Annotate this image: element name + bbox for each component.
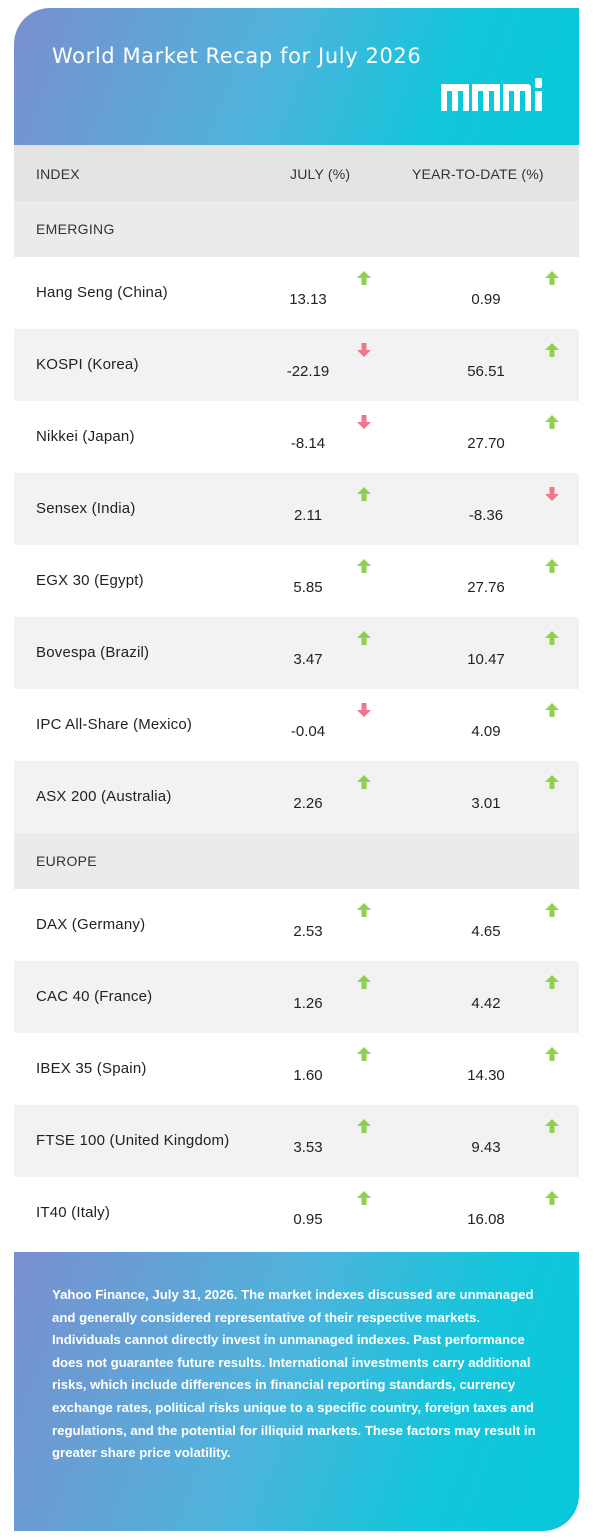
index-name: DAX (Germany)	[36, 916, 146, 933]
arrow-up-icon	[357, 559, 371, 578]
arrow-up-icon	[357, 631, 371, 650]
column-header-july: JULY (%)	[290, 166, 351, 182]
arrow-up-icon	[357, 903, 371, 922]
july-value: -0.04	[290, 723, 326, 740]
july-value: -22.19	[286, 363, 330, 380]
index-name: Nikkei (Japan)	[36, 428, 135, 445]
ytd-value: 9.43	[471, 1139, 501, 1156]
ytd-value: 3.01	[471, 795, 501, 812]
arrow-up-icon	[357, 1047, 371, 1066]
index-name: EGX 30 (Egypt)	[36, 572, 144, 589]
arrow-up-icon	[545, 1119, 559, 1138]
table-row: DAX (Germany) 2.53 4.65	[14, 889, 579, 961]
disclaimer-panel: Yahoo Finance, July 31, 2026. The market…	[14, 1252, 579, 1531]
index-name: ASX 200 (Australia)	[36, 788, 172, 805]
section-label: EMERGING	[36, 221, 115, 237]
arrow-up-icon	[357, 1191, 371, 1210]
column-header-index: INDEX	[36, 166, 80, 182]
arrow-down-icon	[357, 343, 371, 362]
arrow-down-icon	[545, 487, 559, 506]
arrow-up-icon	[357, 775, 371, 794]
index-name: IPC All-Share (Mexico)	[36, 716, 193, 733]
arrow-up-icon	[545, 1047, 559, 1066]
arrow-up-icon	[545, 703, 559, 722]
arrow-up-icon	[545, 343, 559, 362]
table-row: Nikkei (Japan) -8.14 27.70	[14, 401, 579, 473]
arrow-up-icon	[545, 415, 559, 434]
ytd-value: 27.70	[467, 435, 505, 452]
july-value: 0.95	[293, 1211, 323, 1228]
ytd-value: 4.65	[471, 923, 501, 940]
table-row: Sensex (India) 2.11 -8.36	[14, 473, 579, 545]
arrow-up-icon	[545, 271, 559, 290]
july-value: 5.85	[293, 579, 323, 596]
index-name: CAC 40 (France)	[36, 988, 153, 1005]
table-row: KOSPI (Korea) -22.19 56.51	[14, 329, 579, 401]
table-row: IBEX 35 (Spain) 1.60 14.30	[14, 1033, 579, 1105]
table-row: IPC All-Share (Mexico) -0.04 4.09	[14, 689, 579, 761]
header-banner: World Market Recap for July 2026	[14, 8, 579, 145]
ytd-value: -8.36	[468, 507, 504, 524]
table-row: IT40 (Italy) 0.95 16.08	[14, 1177, 579, 1249]
ytd-value: 16.08	[467, 1211, 505, 1228]
market-recap-card: World Market Recap for July 2026 INDEX	[14, 8, 579, 1531]
table-row: FTSE 100 (United Kingdom) 3.53 9.43	[14, 1105, 579, 1177]
index-name: FTSE 100 (United Kingdom)	[36, 1132, 230, 1149]
section-header: EMERGING	[14, 201, 579, 257]
july-value: 3.53	[293, 1139, 323, 1156]
index-name: IBEX 35 (Spain)	[36, 1060, 147, 1077]
arrow-up-icon	[357, 487, 371, 506]
arrow-up-icon	[545, 903, 559, 922]
section-header: EUROPE	[14, 833, 579, 889]
column-header-row: INDEX JULY (%) YEAR-TO-DATE (%)	[14, 145, 579, 201]
ytd-value: 4.42	[471, 995, 501, 1012]
arrow-up-icon	[357, 271, 371, 290]
disclaimer-text: Yahoo Finance, July 31, 2026. The market…	[52, 1287, 536, 1461]
arrow-up-icon	[545, 975, 559, 994]
arrow-up-icon	[357, 975, 371, 994]
ytd-value: 0.99	[471, 291, 501, 308]
ytd-value: 27.76	[467, 579, 505, 596]
table-row: EGX 30 (Egypt) 5.85 27.76	[14, 545, 579, 617]
ytd-value: 56.51	[467, 363, 505, 380]
ytd-value: 14.30	[467, 1067, 505, 1084]
table-row: Hang Seng (China) 13.13 0.99	[14, 257, 579, 329]
brand-logo	[441, 78, 542, 111]
index-name: Hang Seng (China)	[36, 284, 168, 301]
table-row: Bovespa (Brazil) 3.47 10.47	[14, 617, 579, 689]
table-row: CAC 40 (France) 1.26 4.42	[14, 961, 579, 1033]
index-name: IT40 (Italy)	[36, 1204, 111, 1221]
arrow-up-icon	[545, 631, 559, 650]
july-value: 2.53	[293, 923, 323, 940]
ytd-value: 10.47	[467, 651, 505, 668]
ytd-value: 4.09	[471, 723, 501, 740]
arrow-up-icon	[357, 1119, 371, 1138]
table-row: ASX 200 (Australia) 2.26 3.01	[14, 761, 579, 833]
arrow-down-icon	[357, 415, 371, 434]
july-value: 3.47	[293, 651, 323, 668]
july-value: 1.26	[293, 995, 323, 1012]
arrow-up-icon	[545, 1191, 559, 1210]
july-value: 1.60	[293, 1067, 323, 1084]
arrow-down-icon	[357, 703, 371, 722]
page-title: World Market Recap for July 2026	[52, 44, 422, 68]
index-name: Sensex (India)	[36, 500, 136, 517]
july-value: 13.13	[289, 291, 327, 308]
arrow-up-icon	[545, 775, 559, 794]
section-label: EUROPE	[36, 853, 97, 869]
index-name: Bovespa (Brazil)	[36, 644, 150, 661]
arrow-up-icon	[545, 559, 559, 578]
index-name: KOSPI (Korea)	[36, 356, 139, 373]
july-value: 2.11	[293, 507, 323, 524]
july-value: -8.14	[290, 435, 326, 452]
column-header-ytd: YEAR-TO-DATE (%)	[412, 166, 544, 182]
july-value: 2.26	[293, 795, 323, 812]
